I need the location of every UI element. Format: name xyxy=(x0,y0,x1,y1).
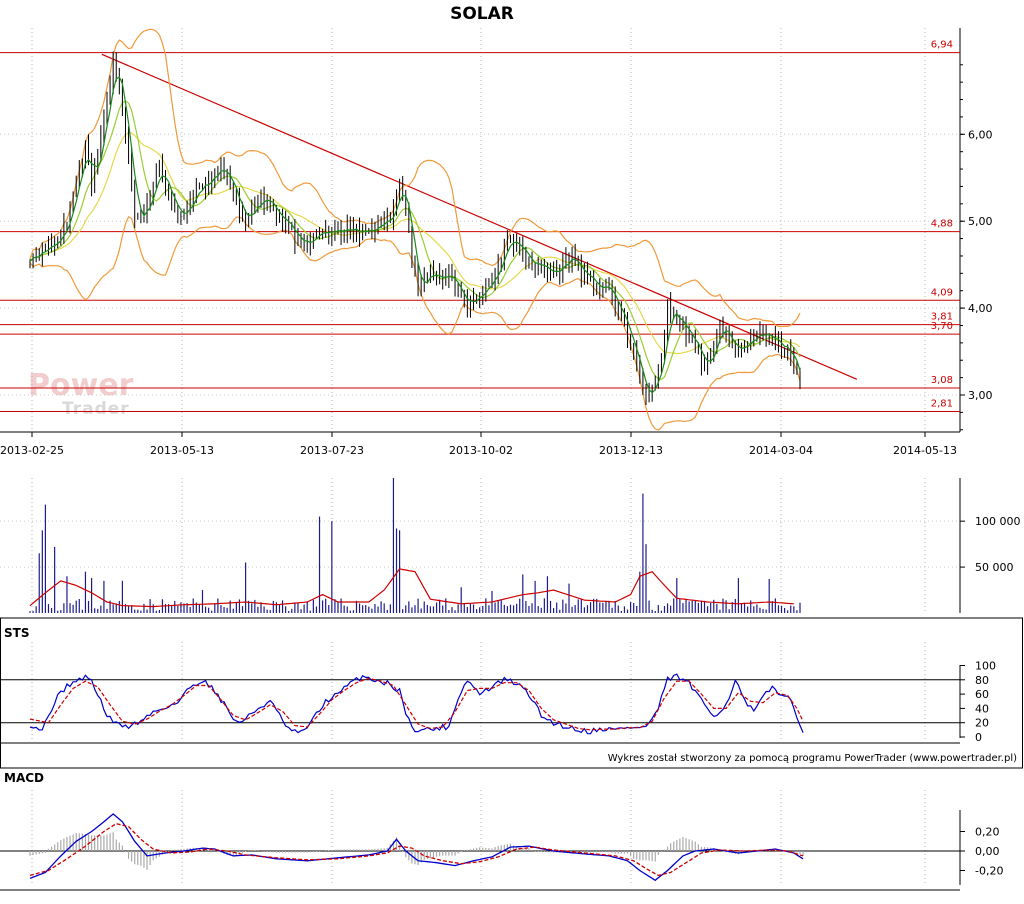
y-tick-label: 60 xyxy=(975,688,989,701)
powertrader-watermark: Power Trader xyxy=(28,368,134,419)
x-tick-label: 2013-12-13 xyxy=(599,444,663,457)
level-label: 6,94 xyxy=(931,40,953,51)
x-tick-label: 2013-02-25 xyxy=(0,444,64,457)
x-tick-label: 2013-05-13 xyxy=(150,444,214,457)
x-tick-label: 2013-07-23 xyxy=(300,444,364,457)
level-label: 2,81 xyxy=(931,399,953,410)
y-tick-label: 0,00 xyxy=(975,845,1000,858)
level-label: 3,81 xyxy=(931,312,953,323)
y-tick-label: 4,00 xyxy=(968,302,993,315)
moving-average-slow xyxy=(29,132,801,355)
sts-d-line xyxy=(29,677,804,731)
macd-signal-line xyxy=(29,823,804,877)
watermark-line1: Power xyxy=(28,368,134,403)
y-tick-label: 0,20 xyxy=(975,826,1000,839)
chart-title: SOLAR xyxy=(450,4,514,24)
sts-k-line xyxy=(29,673,804,735)
level-label: 4,09 xyxy=(931,287,953,298)
x-tick-label: 2014-03-04 xyxy=(749,444,813,457)
y-tick-label: 5,00 xyxy=(968,215,993,228)
x-tick-label: 2013-10-02 xyxy=(449,444,513,457)
y-tick-label: 6,00 xyxy=(968,128,993,141)
watermark-line2: Trader xyxy=(62,399,130,419)
macd-panel-title: MACD xyxy=(4,771,44,785)
indicator-frame xyxy=(0,617,1023,769)
y-tick-label: -0,20 xyxy=(975,865,1003,878)
powertrader-credit: Wykres został stworzony za pomocą progra… xyxy=(608,753,1017,764)
volume-average-line xyxy=(29,568,794,608)
level-label: 4,88 xyxy=(931,219,953,230)
bollinger-upper xyxy=(29,28,801,328)
y-tick-label: 80 xyxy=(975,674,989,687)
y-tick-label: 0 xyxy=(975,731,982,744)
moving-average-fast xyxy=(29,76,801,394)
trendline xyxy=(101,53,858,380)
x-tick-label: 2014-05-13 xyxy=(893,444,957,457)
level-label: 3,70 xyxy=(931,321,953,332)
y-tick-label: 40 xyxy=(975,702,989,715)
y-tick-label: 100 000 xyxy=(975,515,1021,528)
sts-panel-title: STS xyxy=(4,626,29,640)
macd-line xyxy=(29,813,804,882)
moving-average-mid xyxy=(29,100,801,381)
level-label: 3,08 xyxy=(931,375,953,386)
y-tick-label: 20 xyxy=(975,717,989,730)
y-tick-label: 100 xyxy=(975,660,996,673)
y-tick-label: 3,00 xyxy=(968,389,993,402)
y-tick-label: 50 000 xyxy=(975,561,1014,574)
